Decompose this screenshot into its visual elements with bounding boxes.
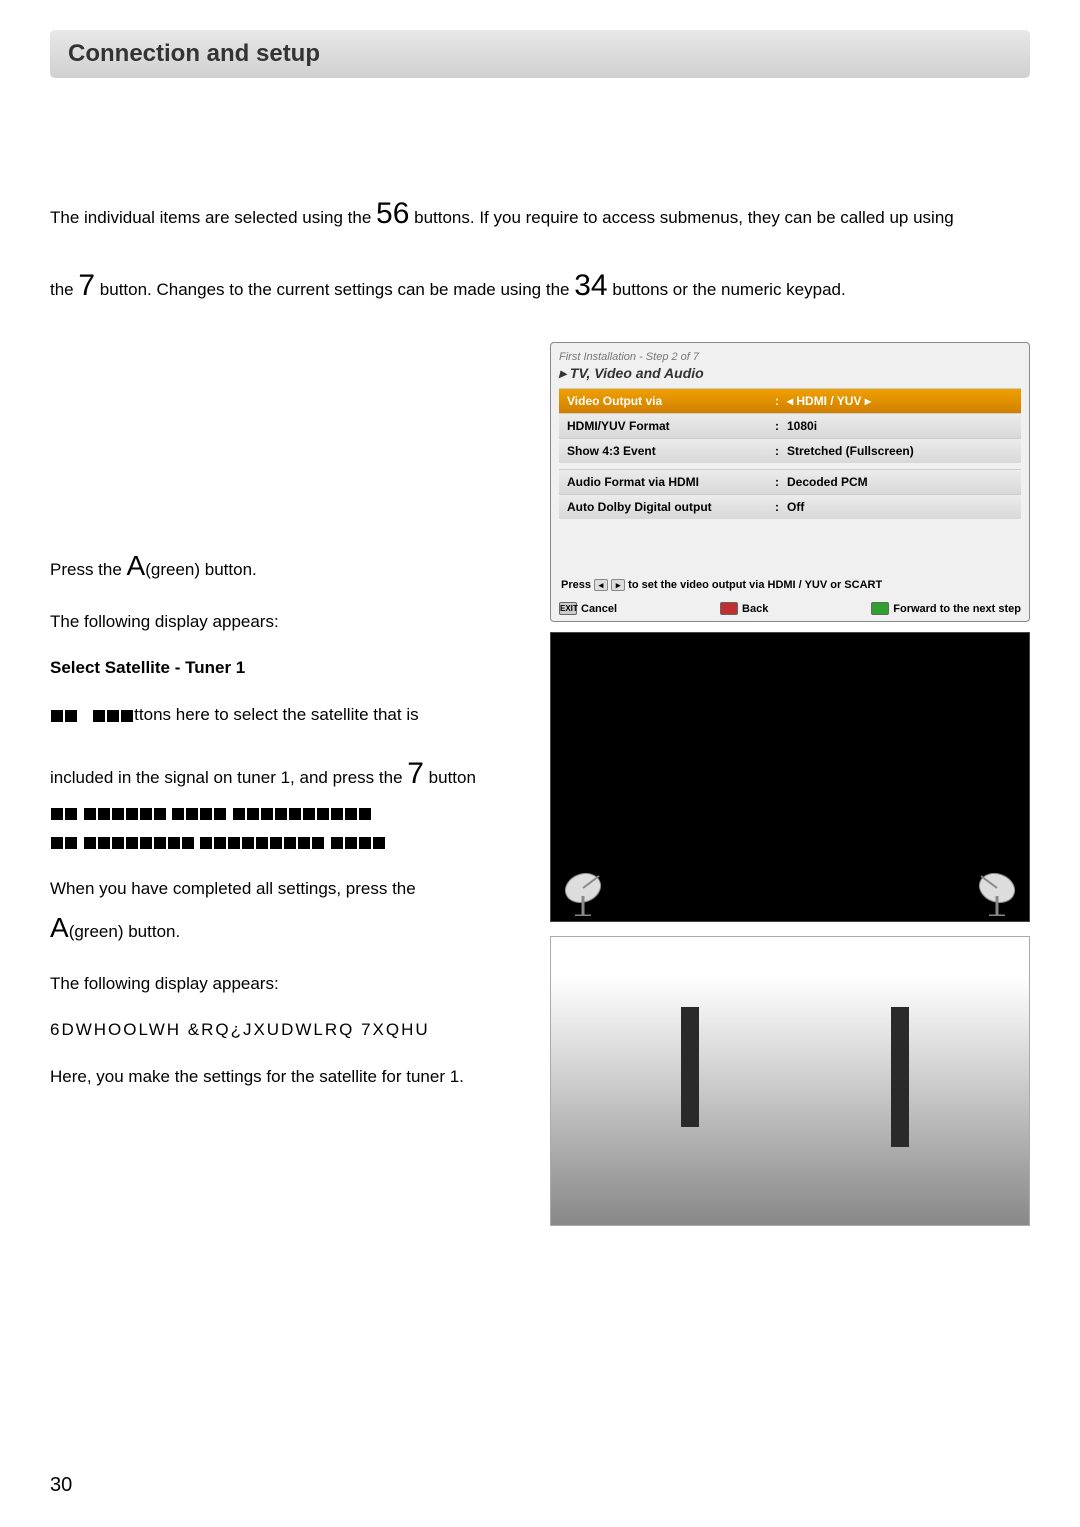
page-number: 30 bbox=[50, 1474, 72, 1497]
ss1-row-hdmi-format[interactable]: HDMI/YUV Format : 1080i bbox=[559, 413, 1021, 438]
ss3-bar-2 bbox=[891, 1007, 909, 1147]
here-make-settings: Here, you make the settings for the sate… bbox=[50, 1063, 530, 1092]
ss1-row3-value: Decoded PCM bbox=[787, 475, 1013, 489]
garbled-text-1a: ttons here to select the satellite that … bbox=[134, 705, 418, 724]
following-display-2: The following display appears: bbox=[50, 970, 530, 999]
garbled-para-1: ttons here to select the satellite that … bbox=[50, 701, 530, 730]
ss1-row2-value: Stretched (Fullscreen) bbox=[787, 444, 1013, 458]
button-ref-56: 56 bbox=[376, 197, 409, 230]
ss1-row4-label: Auto Dolby Digital output bbox=[567, 500, 767, 514]
green-label-1: (green) button. bbox=[145, 560, 257, 579]
ss1-row1-label: HDMI/YUV Format bbox=[567, 419, 767, 433]
corrupt-glyphs-3 bbox=[50, 828, 386, 857]
intro-text-1a: The individual items are selected using … bbox=[50, 208, 376, 227]
ss1-row-audio-format[interactable]: Audio Format via HDMI : Decoded PCM bbox=[559, 469, 1021, 494]
ss1-row4-colon: : bbox=[767, 500, 787, 514]
ss1-forward-label: Forward to the next step bbox=[893, 603, 1021, 615]
ss1-row0-label: Video Output via bbox=[567, 394, 767, 408]
ss1-row2-colon: : bbox=[767, 444, 787, 458]
intro-paragraph: The individual items are selected using … bbox=[50, 178, 1030, 322]
tv-video-audio-screenshot: First Installation - Step 2 of 7 ▸ TV, V… bbox=[550, 342, 1030, 622]
corrupt-glyphs-1 bbox=[50, 701, 134, 730]
ss1-row4-value: Off bbox=[787, 500, 1013, 514]
ss1-cancel[interactable]: EXIT Cancel bbox=[559, 602, 617, 615]
corrupt-glyphs-2 bbox=[50, 799, 372, 828]
satellite-select-screenshot bbox=[550, 632, 1030, 922]
exit-icon: EXIT bbox=[559, 602, 577, 615]
left-arrow-icon: ◂ bbox=[594, 579, 608, 591]
garbled-heading: 6DWHOOLWH &RQ¿JXUDWLRQ 7XQHU bbox=[50, 1016, 530, 1045]
content-columns: Press the A(green) button. The following… bbox=[50, 342, 1030, 1226]
green-label-2: (green) button. bbox=[69, 922, 181, 941]
button-ref-a1: A bbox=[127, 550, 146, 581]
ss1-row3-colon: : bbox=[767, 475, 787, 489]
intro-text-2c: buttons or the numeric keypad. bbox=[612, 280, 845, 299]
intro-text-2b: button. Changes to the current settings … bbox=[100, 280, 574, 299]
ss1-hint-b: to set the video output via HDMI / YUV o… bbox=[628, 579, 882, 591]
when-completed-text: When you have completed all settings, pr… bbox=[50, 879, 416, 898]
ss1-footer: EXIT Cancel Back Forward to the next ste… bbox=[559, 602, 1021, 615]
button-ref-a2: A bbox=[50, 912, 69, 943]
ss1-breadcrumb: First Installation - Step 2 of 7 bbox=[559, 351, 1021, 363]
right-column: First Installation - Step 2 of 7 ▸ TV, V… bbox=[550, 342, 1030, 1226]
page-header: Connection and setup bbox=[50, 30, 1030, 78]
ss1-back-label: Back bbox=[742, 603, 768, 615]
button-ref-7b: 7 bbox=[407, 757, 424, 790]
ss1-row-dolby[interactable]: Auto Dolby Digital output : Off bbox=[559, 494, 1021, 519]
ss1-hint-a: Press bbox=[561, 579, 594, 591]
ss1-row0-value: ◂ HDMI / YUV ▸ bbox=[787, 394, 1013, 408]
ss3-bar-1 bbox=[681, 1007, 699, 1127]
ss3-gradient bbox=[551, 977, 1029, 1225]
ss1-title: ▸ TV, Video and Audio bbox=[559, 365, 1021, 382]
ss1-row1-colon: : bbox=[767, 419, 787, 433]
garbled-text-2a: included in the signal on tuner 1, and p… bbox=[50, 768, 407, 787]
ss1-row2-label: Show 4:3 Event bbox=[567, 444, 767, 458]
satellite-config-screenshot bbox=[550, 936, 1030, 1226]
right-arrow-icon: ▸ bbox=[611, 579, 625, 591]
ss1-back[interactable]: Back bbox=[720, 602, 768, 615]
dish-icon-left bbox=[561, 866, 611, 916]
press-text: Press the bbox=[50, 560, 127, 579]
intro-text-2a: the bbox=[50, 280, 78, 299]
ss1-cancel-label: Cancel bbox=[581, 603, 617, 615]
intro-text-1b: buttons. If you require to access submen… bbox=[414, 208, 954, 227]
when-completed-para: When you have completed all settings, pr… bbox=[50, 875, 530, 951]
button-ref-34: 34 bbox=[574, 269, 607, 302]
ss1-row-show-43[interactable]: Show 4:3 Event : Stretched (Fullscreen) bbox=[559, 438, 1021, 463]
ss1-forward[interactable]: Forward to the next step bbox=[871, 602, 1021, 615]
garbled-para-2: included in the signal on tuner 1, and p… bbox=[50, 748, 530, 857]
green-button-icon bbox=[871, 602, 889, 615]
ss1-hint: Press ◂ ▸ to set the video output via HD… bbox=[561, 579, 882, 591]
dish-row bbox=[551, 866, 1029, 921]
ss1-row-video-output[interactable]: Video Output via : ◂ HDMI / YUV ▸ bbox=[559, 388, 1021, 413]
following-display-1: The following display appears: bbox=[50, 608, 530, 637]
select-satellite-heading: Select Satellite - Tuner 1 bbox=[50, 654, 530, 683]
ss1-row1-value: 1080i bbox=[787, 419, 1013, 433]
garbled-text-2b: button bbox=[424, 768, 476, 787]
press-green-1: Press the A(green) button. bbox=[50, 542, 530, 590]
dish-icon-right bbox=[969, 866, 1019, 916]
button-ref-7: 7 bbox=[78, 269, 95, 302]
left-column: Press the A(green) button. The following… bbox=[50, 342, 530, 1226]
ss1-row0-colon: : bbox=[767, 394, 787, 408]
ss1-row3-label: Audio Format via HDMI bbox=[567, 475, 767, 489]
red-button-icon bbox=[720, 602, 738, 615]
header-title: Connection and setup bbox=[68, 40, 1012, 68]
